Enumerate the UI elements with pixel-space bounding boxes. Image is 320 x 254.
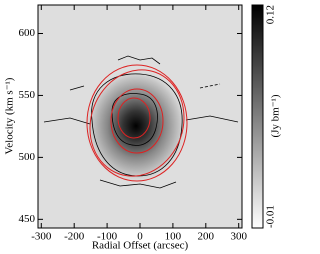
x-tick-label: -300 <box>31 231 52 243</box>
x-axis-label: Radial Offset (arcsec) <box>92 240 189 252</box>
y-tick-label: 550 <box>19 89 36 101</box>
y-tick-label: 500 <box>19 151 36 163</box>
x-tick-label: 100 <box>165 231 182 243</box>
contour <box>199 83 221 89</box>
model-contour <box>86 64 188 182</box>
y-tick-label: 600 <box>19 27 36 39</box>
model-contour <box>89 69 185 177</box>
colorbar <box>251 4 264 229</box>
contour <box>43 117 91 125</box>
contour <box>185 115 239 123</box>
model-contour <box>110 88 164 154</box>
x-tick-label: -200 <box>64 231 85 243</box>
y-tick-label: 450 <box>19 213 36 225</box>
x-tick-label: 0 <box>137 231 143 243</box>
colorbar-tick-label: 0.12 <box>265 5 277 24</box>
model-contour <box>117 97 151 139</box>
contour <box>91 73 183 177</box>
x-tick-label: 200 <box>198 231 215 243</box>
emission <box>84 68 188 184</box>
chart: Radial Offset (arcsec) Velocity (km s⁻¹)… <box>4 4 282 252</box>
colorbar-label: (Jy bm⁻¹) <box>270 94 282 137</box>
colorbar-tick-label: -0.01 <box>265 205 277 228</box>
x-tick-label: 300 <box>230 231 247 243</box>
x-tick-label: -100 <box>97 231 118 243</box>
contour <box>69 85 85 91</box>
contour <box>117 55 161 65</box>
contour <box>99 179 177 189</box>
y-axis-label: Velocity (km s⁻¹) <box>4 77 16 154</box>
image <box>38 5 242 228</box>
contour <box>111 93 158 146</box>
